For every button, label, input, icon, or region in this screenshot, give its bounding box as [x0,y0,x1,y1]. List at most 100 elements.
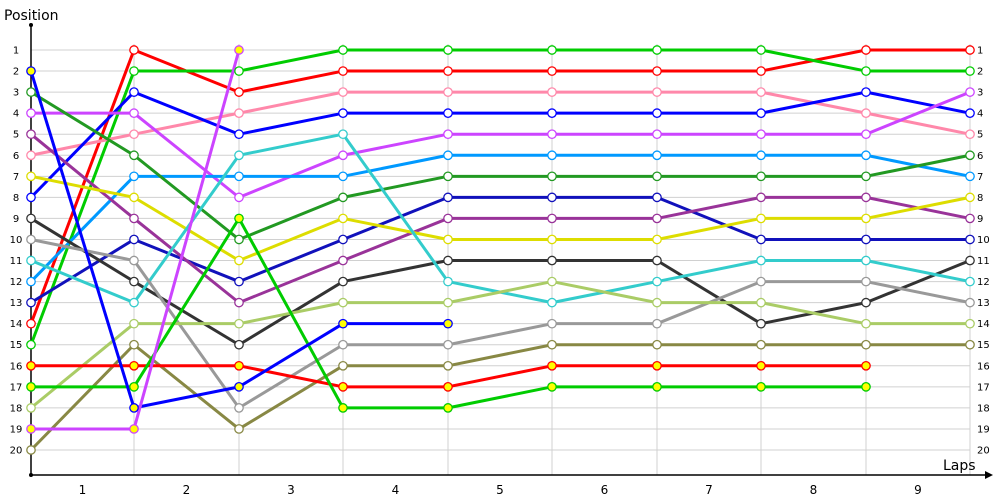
data-point-marker [234,66,244,76]
y-tick-label-right: 17 [977,382,990,393]
data-point-marker [756,360,766,371]
series-lines [29,48,971,452]
data-point-marker [652,234,662,245]
data-point-marker [129,297,139,308]
data-point-marker [547,318,557,329]
data-point-marker [756,129,766,140]
y-tick-label-left: 15 [10,340,23,351]
data-point-marker [443,403,453,413]
data-point-marker [26,171,36,182]
data-point-marker [338,339,348,350]
data-point-marker [129,213,139,224]
data-point-marker [547,234,557,245]
data-point-marker [861,192,871,203]
data-point-marker [965,87,975,97]
data-point-marker [756,171,766,182]
series-line-green [29,48,970,346]
data-point-marker [129,171,139,182]
data-point-marker [443,234,453,245]
data-point-marker [756,192,766,203]
y-tick-label-right: 13 [977,298,990,309]
data-point-marker [234,297,244,308]
y-tick-label-left: 14 [10,319,23,330]
data-point-marker [547,192,557,203]
data-point-marker [756,339,766,350]
data-point-marker [861,66,871,76]
data-point-marker [443,171,453,182]
data-point-marker [338,255,348,266]
y-tick-label-right: 19 [977,424,990,435]
y-tick-label-left: 16 [10,361,23,372]
series-line-purple [30,133,971,305]
data-point-marker [443,108,453,119]
data-point-marker [129,45,139,55]
data-point-marker [965,129,975,140]
data-point-marker [547,150,557,161]
data-point-marker [443,129,453,140]
y-tick-label-right: 10 [977,235,990,246]
series-line-violet [31,90,971,199]
y-tick-label-left: 13 [10,298,23,309]
y-tick-label-right: 18 [977,403,990,414]
data-point-marker [338,318,348,329]
y-tick-label-right: 11 [977,256,990,267]
x-tick-label: 8 [810,483,818,497]
data-point-marker [547,276,557,287]
data-point-marker [756,66,766,76]
data-point-marker [129,150,139,161]
data-point-marker [338,45,348,55]
data-point-marker [26,318,36,329]
data-point-marker [652,66,662,76]
y-tick-label-left: 12 [10,277,23,288]
data-point-marker [861,360,871,371]
y-tick-label-left: 18 [10,403,23,414]
data-point-marker [129,234,139,245]
data-point-marker [547,381,557,392]
data-point-marker [443,318,453,329]
data-point-marker [129,381,139,392]
data-point-marker [338,276,348,287]
data-point-marker [652,339,662,350]
data-point-marker [756,381,766,392]
y-tick-label-left: 7 [13,172,19,183]
data-point-marker [861,297,871,308]
y-tick-label-left: 20 [10,446,23,457]
data-point-marker [443,66,453,76]
data-point-marker [652,213,662,224]
data-point-marker [443,339,453,350]
y-tick-label-left: 19 [10,424,23,435]
data-point-marker [756,150,766,161]
y-tick-label-right: 5 [977,130,983,141]
data-point-marker [129,192,139,203]
series-line-olive [29,343,970,452]
data-point-marker [338,150,348,161]
y-tick-label-right: 2 [977,67,983,78]
data-point-marker [965,297,975,308]
data-point-marker [443,45,453,55]
data-point-marker [129,255,139,266]
data-point-marker [26,255,36,266]
data-point-marker [965,213,975,224]
data-point-marker [965,108,975,119]
data-point-marker [338,213,348,224]
data-point-marker [756,45,766,55]
data-point-marker [129,318,139,329]
data-point-marker [861,339,871,350]
y-tick-label-right: 14 [977,319,990,330]
data-point-marker [861,276,871,287]
data-point-marker [965,339,975,350]
y-tick-label-left: 3 [13,88,19,99]
data-point-marker [338,360,348,371]
data-point-marker [965,171,975,182]
series-line-light-green [30,280,970,410]
data-point-marker [756,108,766,119]
series-line-dark-green [30,90,971,241]
data-point-marker [965,45,975,55]
data-point-marker [338,381,348,392]
data-point-marker [861,318,871,329]
data-point-marker [965,255,975,266]
data-point-marker [547,45,557,55]
data-point-marker [652,255,662,266]
y-axis-title: Position [4,8,59,24]
